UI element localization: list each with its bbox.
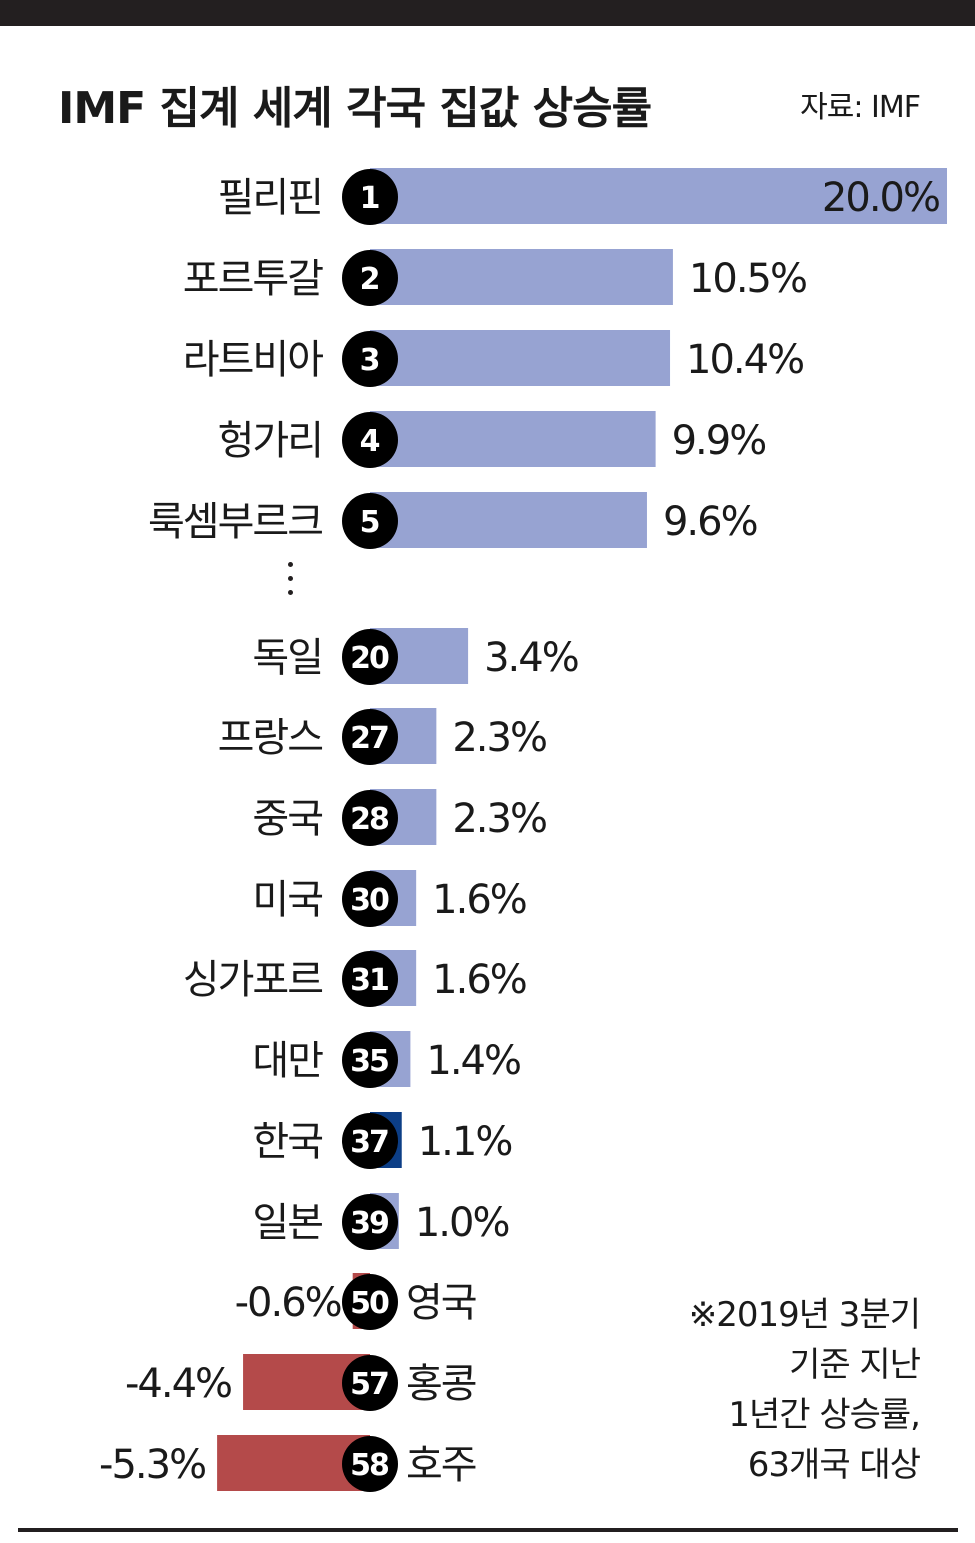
value-label: 1.4% — [426, 1038, 520, 1084]
rank-number: 1 — [360, 181, 379, 216]
rank-badge — [342, 1113, 398, 1169]
rank-badge — [342, 169, 398, 225]
rank-badge — [342, 1436, 398, 1492]
value-label: 9.6% — [663, 499, 757, 545]
rank-number: 35 — [350, 1044, 388, 1079]
category-label: 영국 — [406, 1280, 476, 1326]
rank-badge — [342, 790, 398, 846]
source-label: 자료: IMF — [800, 90, 921, 125]
value-label: 1.1% — [418, 1119, 512, 1165]
bottom-rule — [18, 1528, 958, 1532]
footnote: ※2019년 3분기 기준 지난 1년간 상승률, 63개국 대상 — [688, 1290, 921, 1490]
rank-number: 37 — [350, 1125, 388, 1160]
category-label: 룩셈부르크 — [148, 499, 322, 545]
value-label: -0.6% — [235, 1280, 341, 1326]
value-label: -4.4% — [125, 1361, 231, 1407]
value-label: 20.0% — [822, 175, 939, 221]
rank-badge — [342, 1355, 398, 1411]
value-label: 10.4% — [686, 337, 803, 383]
bar — [370, 492, 647, 548]
bar — [370, 411, 656, 467]
category-label: 중국 — [252, 796, 322, 842]
category-label: 포르투갈 — [183, 256, 323, 302]
rank-number: 30 — [350, 883, 389, 918]
rank-number: 5 — [360, 505, 379, 540]
rank-badge — [342, 629, 398, 685]
category-label: 라트비아 — [183, 337, 323, 383]
value-label: 9.9% — [672, 418, 766, 464]
value-label: 3.4% — [484, 635, 578, 681]
rank-badge — [342, 1032, 398, 1088]
rank-badge — [342, 1194, 398, 1250]
category-label: 필리핀 — [218, 175, 322, 221]
rank-badge — [342, 412, 398, 468]
rank-number: 3 — [360, 343, 379, 378]
bar — [370, 330, 671, 386]
value-label: 2.3% — [452, 715, 546, 761]
top-rule — [0, 0, 975, 26]
footnote-line: 기준 지난 — [789, 1345, 921, 1385]
value-label: 1.0% — [415, 1200, 509, 1246]
value-label: 10.5% — [689, 256, 806, 302]
category-label: 일본 — [252, 1200, 322, 1246]
rank-badge — [342, 493, 398, 549]
footnote-line: 1년간 상승률, — [728, 1395, 921, 1435]
rank-badge — [342, 331, 398, 387]
bar — [370, 249, 673, 305]
rank-badge — [342, 871, 398, 927]
value-label: 2.3% — [452, 796, 546, 842]
value-label: 1.6% — [432, 957, 526, 1003]
rank-number: 31 — [350, 963, 388, 998]
rank-badge — [342, 951, 398, 1007]
rank-number: 4 — [360, 424, 380, 459]
category-label: 한국 — [252, 1119, 322, 1165]
rank-number: 20 — [350, 641, 389, 676]
rank-number: 39 — [350, 1206, 388, 1241]
category-label: 헝가리 — [218, 418, 322, 464]
rank-number: 57 — [350, 1367, 388, 1402]
footnote-line: ※2019년 3분기 — [688, 1295, 921, 1335]
category-label: 대만 — [252, 1038, 323, 1084]
bar — [370, 168, 947, 224]
category-label: 홍콩 — [406, 1361, 476, 1407]
rank-number: 28 — [350, 802, 389, 837]
footnote-line: 63개국 대상 — [747, 1445, 921, 1485]
category-label: 독일 — [252, 635, 322, 681]
rank-badge — [342, 709, 398, 765]
rank-badge — [342, 250, 398, 306]
ellipsis-gap — [280, 562, 300, 604]
rank-number: 27 — [350, 721, 388, 756]
category-label: 프랑스 — [218, 715, 323, 761]
category-label: 호주 — [406, 1442, 476, 1488]
rank-number: 50 — [350, 1286, 389, 1321]
value-label: 1.6% — [432, 877, 526, 923]
category-label: 미국 — [252, 877, 322, 923]
value-label: -5.3% — [99, 1442, 205, 1488]
rank-number: 2 — [360, 262, 379, 297]
rank-number: 58 — [350, 1448, 389, 1483]
rank-badge — [342, 1274, 398, 1330]
chart-title: IMF 집계 세계 각국 집값 상승률 — [58, 83, 652, 134]
category-label: 싱가포르 — [183, 957, 322, 1003]
